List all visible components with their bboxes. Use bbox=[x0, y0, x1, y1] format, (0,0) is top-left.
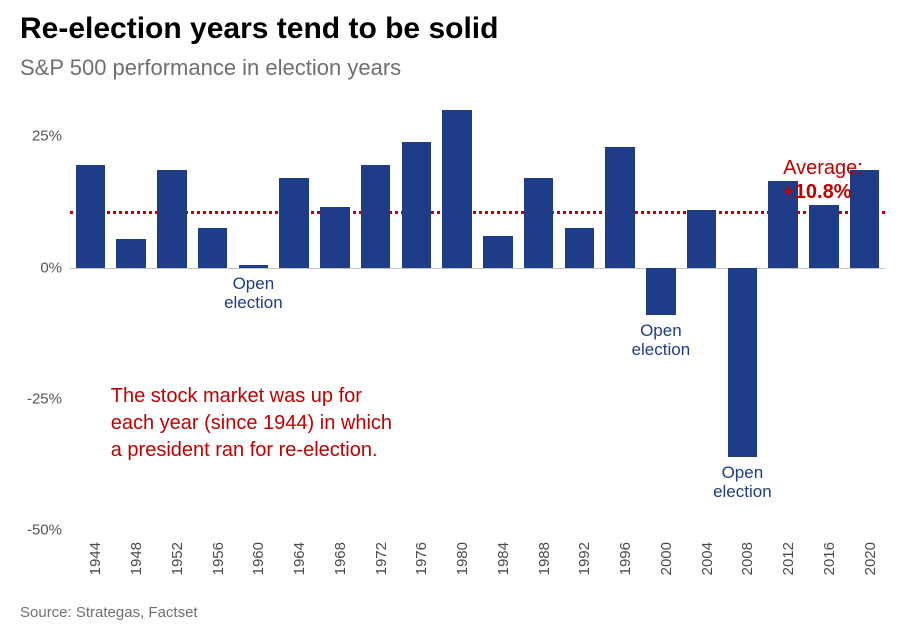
bar bbox=[320, 207, 349, 267]
x-tick-label: 1980 bbox=[454, 542, 471, 575]
x-tick-label: 1968 bbox=[332, 542, 349, 575]
open-election-label: Openelection bbox=[713, 463, 772, 502]
average-label-line1: Average: bbox=[783, 157, 863, 180]
x-tick-label: 1952 bbox=[169, 542, 186, 575]
annotation-note-line: each year (since 1944) in which bbox=[111, 410, 392, 437]
x-tick-label: 1944 bbox=[87, 542, 104, 575]
x-tick-label: 1992 bbox=[576, 542, 593, 575]
y-tick-label: -50% bbox=[27, 522, 62, 539]
x-tick-label: 1964 bbox=[291, 542, 308, 575]
x-tick-label: 2012 bbox=[780, 542, 797, 575]
annotation-note-line: The stock market was up for bbox=[111, 383, 392, 410]
bar bbox=[605, 147, 634, 268]
average-line bbox=[70, 211, 885, 214]
bar bbox=[483, 236, 512, 268]
source-attribution: Source: Strategas, Factset bbox=[20, 604, 198, 621]
x-tick-label: 2020 bbox=[862, 542, 879, 575]
x-tick-label: 1956 bbox=[210, 542, 227, 575]
bar bbox=[687, 210, 716, 268]
open-election-label-line1: Open bbox=[233, 274, 275, 293]
bar bbox=[809, 205, 838, 268]
open-election-label-line1: Open bbox=[722, 463, 764, 482]
chart-title: Re-election years tend to be solid bbox=[20, 12, 498, 46]
open-election-label: Openelection bbox=[632, 321, 691, 360]
open-election-label-line2: election bbox=[632, 340, 691, 359]
y-tick-label: -25% bbox=[27, 390, 62, 407]
x-tick-label: 1960 bbox=[250, 542, 267, 575]
bar bbox=[402, 142, 431, 268]
open-election-label: Openelection bbox=[224, 274, 283, 313]
bar bbox=[646, 268, 675, 315]
open-election-label-line1: Open bbox=[640, 321, 682, 340]
x-tick-label: 2004 bbox=[699, 542, 716, 575]
x-tick-label: 1972 bbox=[373, 542, 390, 575]
y-tick-label: 0% bbox=[40, 259, 62, 276]
x-tick-label: 1948 bbox=[128, 542, 145, 575]
bar bbox=[728, 268, 757, 457]
bar bbox=[198, 228, 227, 267]
bar bbox=[279, 178, 308, 267]
x-tick-label: 2008 bbox=[739, 542, 756, 575]
average-label-line2: +10.8% bbox=[783, 181, 851, 204]
bar bbox=[239, 265, 268, 268]
bar bbox=[442, 110, 471, 268]
bar bbox=[157, 170, 186, 267]
chart-subtitle: S&P 500 performance in election years bbox=[20, 55, 401, 81]
annotation-note: The stock market was up foreach year (si… bbox=[111, 383, 392, 464]
bar bbox=[524, 178, 553, 267]
chart-plot-area: -50%-25%0%25%194419481952195619601964196… bbox=[70, 110, 885, 530]
x-tick-label: 1996 bbox=[617, 542, 634, 575]
bar bbox=[565, 228, 594, 267]
bar bbox=[116, 239, 145, 268]
open-election-label-line2: election bbox=[713, 482, 772, 501]
x-tick-label: 2016 bbox=[821, 542, 838, 575]
open-election-label-line2: election bbox=[224, 293, 283, 312]
bar bbox=[361, 165, 390, 267]
zero-axis-line bbox=[70, 268, 885, 269]
x-tick-label: 1984 bbox=[495, 542, 512, 575]
bar bbox=[76, 165, 105, 267]
y-tick-label: 25% bbox=[32, 128, 62, 145]
x-tick-label: 1988 bbox=[536, 542, 553, 575]
bar bbox=[850, 170, 879, 267]
x-tick-label: 2000 bbox=[658, 542, 675, 575]
x-tick-label: 1976 bbox=[413, 542, 430, 575]
annotation-note-line: a president ran for re-election. bbox=[111, 437, 392, 464]
